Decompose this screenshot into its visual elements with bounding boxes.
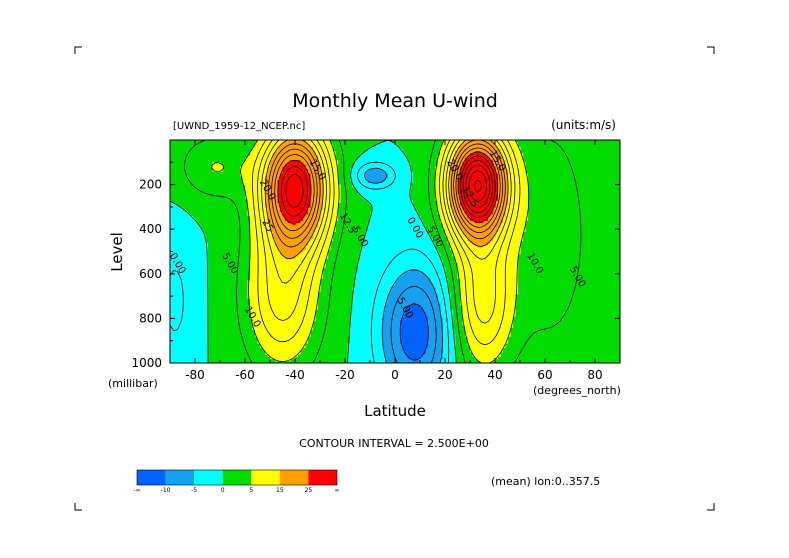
colorbar-label: -5 [191,487,197,494]
contour-line [170,140,457,363]
y-tick-label: 1000 [131,356,162,370]
contour-lines [170,140,582,363]
colorbar-swatch [194,470,223,485]
contour-line [474,179,482,193]
x-tick-label: 0 [391,368,399,382]
y-tick-label: 200 [139,178,162,192]
contour-line [285,159,494,214]
chart-title: Monthly Mean U-wind [292,90,498,112]
colorbar: -∞ -10 -5 0 5 15 25 ∞ [133,469,340,494]
colorbar-swatch [308,470,337,485]
colorbar-label: 15 [276,487,284,494]
x-tick-label: 80 [587,368,602,382]
x-tick-label: -20 [335,368,355,382]
colorbar-frame [136,469,338,486]
contour-fill-band [170,140,456,363]
colorbar-swatch [251,470,280,485]
y-tick-label: 600 [139,267,162,281]
x-tick-label: 20 [437,368,452,382]
contour-line [184,140,582,363]
contour-interval-text: CONTOUR INTERVAL = 2.500E+00 [299,437,489,450]
contour-line [364,167,443,363]
contour-line [261,140,512,284]
contour-line [390,286,437,363]
contour-line [277,151,499,225]
y-axis-label: Level [108,232,126,272]
colorbar-label: ∞ [335,487,340,494]
colorbar-swatch [222,470,252,485]
x-axis-unit: (degrees_north) [533,384,621,397]
x-tick-label: -60 [235,368,255,382]
x-tick-label: 60 [537,368,552,382]
contour-line [274,147,501,232]
contour-line [264,140,509,260]
y-tick-label: 400 [139,222,162,236]
contour-line [271,143,504,239]
dataset-label: [UWND_1959-12_NCEP.nc] [173,121,305,132]
colorbar-label: 5 [249,487,253,494]
contour-fill-band [400,302,429,362]
x-tick-label: -80 [185,368,205,382]
units-label: (units:m/s) [551,118,616,132]
contour-line [257,140,516,324]
contour-fill-band [277,151,499,226]
colorbar-label: 0 [221,487,225,494]
contour-line [268,140,506,248]
contour-line [399,303,429,361]
mean-label: (mean) lon:0..357.5 [491,475,600,488]
contour-line [211,140,530,363]
x-axis-ticks: -80 -60 -40 -20 0 20 40 60 80 [169,140,621,382]
contour-line [468,170,487,202]
contour-line [281,155,496,218]
colorbar-label: 25 [305,487,313,494]
y-tick-label: 800 [139,311,162,325]
y-axis-unit: (millibar) [108,377,158,390]
x-tick-label: -40 [285,368,305,382]
colorbar-swatch [137,470,166,485]
contour-label: 25 [259,217,275,234]
x-axis-label: Latitude [364,402,426,420]
colorbar-swatch [279,470,309,485]
contour-line [170,161,450,363]
crop-marks [74,46,715,511]
contour-line [251,140,521,345]
colorbar-label: -∞ [133,487,140,494]
x-tick-label: 40 [487,368,502,382]
y-axis-ticks: 200 400 600 800 1000 [131,161,620,370]
contour-fill-band [365,168,444,363]
contour-line [465,164,491,208]
colorbar-label: -10 [161,487,171,494]
colorbar-swatch [165,470,195,485]
